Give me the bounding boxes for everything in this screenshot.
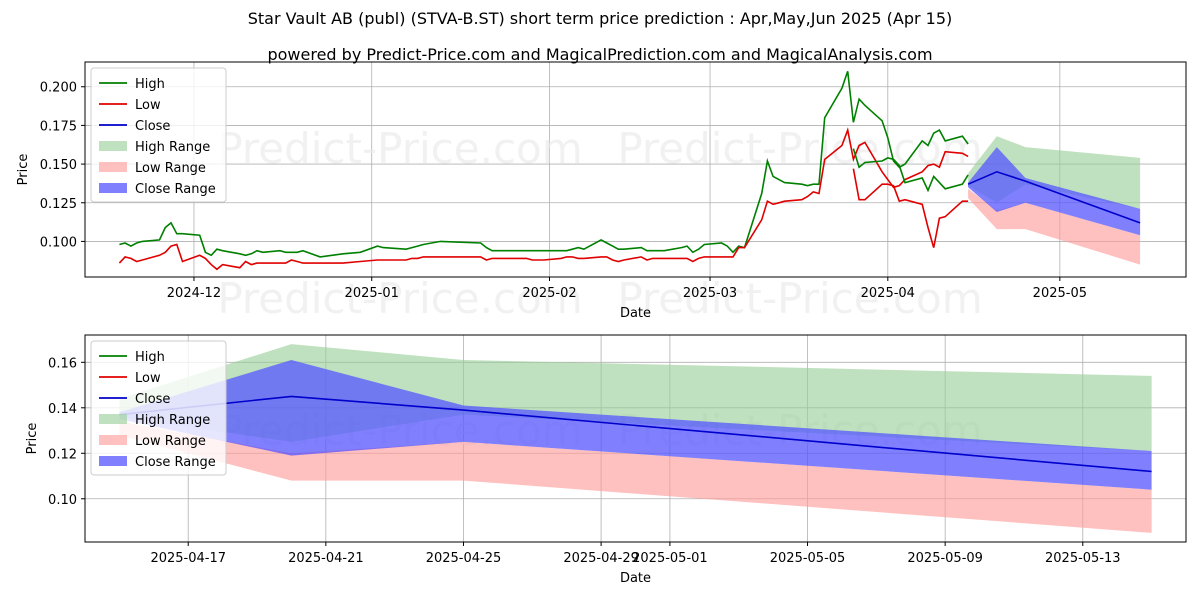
- y-tick-label: 0.100: [40, 235, 77, 250]
- x-tick-label: 2025-04: [861, 286, 915, 301]
- close-forecast-line: [967, 170, 1141, 224]
- y-tick-label: 0.150: [40, 158, 77, 173]
- low-range-band: [119, 421, 1152, 533]
- y-axis-label: Price: [16, 154, 31, 186]
- watermark-text: Predict-Price.com: [617, 124, 982, 173]
- chart-panel-1: Predict-Price.com Predict-Price.com Predic…: [16, 61, 1187, 323]
- watermark-text: Predict-Price.com: [217, 124, 582, 173]
- legend-swatch-patch: [99, 435, 127, 445]
- axes-frame: [84, 334, 1187, 543]
- legend-label: Close: [135, 392, 170, 407]
- y-tick-label: 0.175: [40, 119, 77, 134]
- watermark-text: Predict-Price.com: [617, 274, 982, 323]
- x-tick-label: 2025-04-17: [150, 551, 226, 566]
- y-tick-label: 0.14: [48, 402, 77, 417]
- legend-label: Close Range: [135, 182, 216, 197]
- legend-label: Low Range: [135, 434, 206, 449]
- chart-subtitle: powered by Predict-Price.com and Magical…: [267, 45, 933, 64]
- series-line-high: [119, 71, 969, 258]
- y-tick-label: 0.10: [48, 493, 77, 508]
- y-tick-label: 0.200: [40, 81, 77, 96]
- legend-label: Low Range: [135, 161, 206, 176]
- y-tick-label: 0.16: [48, 356, 77, 371]
- series-line-low-b: [852, 168, 969, 248]
- legend-swatch-patch: [99, 141, 127, 151]
- axes-frame: [84, 61, 1187, 278]
- x-tick-label: 2025-05-13: [1045, 551, 1121, 566]
- chart-title: Star Vault AB (publ) (STVA-B.ST) short t…: [247, 9, 953, 28]
- legend-label: High Range: [135, 413, 210, 428]
- x-tick-label: 2025-05: [1033, 286, 1087, 301]
- legend-label: Close: [135, 119, 170, 134]
- watermark-text: Predict-Price.com: [217, 274, 582, 323]
- plot-area: [119, 344, 1152, 533]
- series-line-low: [118, 127, 969, 271]
- x-tick-label: 2025-04-21: [288, 551, 364, 566]
- x-tick-label: 2025-04-25: [426, 551, 502, 566]
- legend-label: High: [135, 77, 165, 92]
- chart-panel-2: Predict-Price.comPredict-Price.com2025-0…: [25, 334, 1187, 586]
- x-tick-label: 2025-03: [683, 286, 737, 301]
- legend-swatch-patch: [99, 162, 127, 172]
- legend: High Low Close High Range Low Range Close Ran…: [90, 340, 227, 476]
- plot-area: [118, 71, 1141, 271]
- legend-label: Close Range: [135, 455, 216, 470]
- legend: High Low Close High Range Low Range Close Ran…: [90, 67, 227, 203]
- x-tick-label: 2025-01: [345, 286, 399, 301]
- legend-swatch-patch: [99, 456, 127, 466]
- y-tick-label: 0.12: [48, 447, 77, 462]
- y-axis-label: Price: [25, 423, 40, 455]
- legend-swatch-patch: [99, 183, 127, 193]
- legend-label: High: [135, 350, 165, 365]
- x-axis-label: Date: [620, 571, 651, 586]
- legend-swatch-patch: [99, 414, 127, 424]
- legend-label: Low: [135, 98, 161, 113]
- y-tick-label: 0.125: [40, 197, 77, 212]
- x-tick-label: 2025-04-29: [563, 551, 639, 566]
- x-tick-label: 2025-02: [522, 286, 576, 301]
- low-range-band: [968, 188, 1141, 265]
- x-tick-label: 2024-12: [167, 286, 221, 301]
- x-tick-label: 2025-05-01: [632, 551, 708, 566]
- legend-label: High Range: [135, 140, 210, 155]
- legend-label: Low: [135, 371, 161, 386]
- x-axis-label: Date: [620, 306, 651, 321]
- x-tick-label: 2025-05-09: [907, 551, 983, 566]
- series-line-high-b: [852, 148, 969, 193]
- x-tick-label: 2025-05-05: [770, 551, 846, 566]
